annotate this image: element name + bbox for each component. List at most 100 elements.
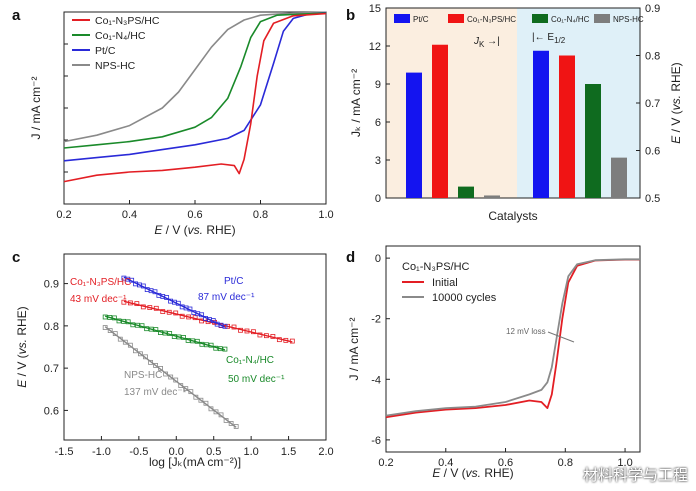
panel-c-slope-label: 43 mV dec⁻¹ bbox=[70, 294, 127, 305]
panel-a-legend-label: Co₁-N₄/HC bbox=[95, 30, 146, 42]
panel-d-xtick-label: 0.4 bbox=[438, 457, 453, 469]
panel-c-point bbox=[198, 397, 204, 403]
panel-b-legend-swatch bbox=[448, 14, 464, 23]
panel-b-legend-swatch bbox=[594, 14, 610, 23]
panel-b-legend-label: NPS-HC bbox=[613, 15, 644, 24]
panel-d-letter: d bbox=[346, 249, 355, 266]
panel-c-point bbox=[138, 351, 143, 357]
panel-a-series-2 bbox=[63, 11, 327, 162]
panel-a-legend-label: Co₁-N₃PS/HC bbox=[95, 15, 160, 27]
panel-c-point bbox=[107, 328, 113, 333]
panel-b-legend-label: Pt/C bbox=[413, 15, 429, 24]
panel-c-fit-line bbox=[123, 276, 226, 328]
panel-b-ylabel-right: E / V (vs. RHE) bbox=[669, 62, 683, 143]
panel-c-series-label: Co₁-N₄/HC bbox=[226, 355, 274, 366]
panel-d-legend-label: Initial bbox=[432, 277, 458, 289]
panel-c-slope-label: 87 mV dec⁻¹ bbox=[198, 292, 255, 303]
panel-c-point bbox=[153, 363, 158, 368]
panel-c-letter: c bbox=[12, 249, 20, 266]
panel-b-e12-bar bbox=[611, 157, 627, 198]
panel-a-legend-label: NPS-HC bbox=[95, 60, 136, 72]
panel-a-xtick-label: 0.4 bbox=[122, 209, 137, 221]
panel-b-ytick-left-label: 9 bbox=[375, 79, 381, 91]
panel-b-jk-marker: JK →| bbox=[473, 36, 500, 49]
panel-b-ytick-left-label: 12 bbox=[369, 41, 381, 53]
panel-c-point bbox=[183, 386, 189, 392]
panel-c-ylabel: E / V (vs. RHE) bbox=[15, 306, 29, 387]
panel-d-title: Co₁-N₃PS/HC bbox=[402, 261, 470, 273]
panel-d-frame bbox=[385, 245, 641, 453]
panel-b-jk-bar bbox=[432, 44, 448, 198]
panel-c-ytick-label: 0.6 bbox=[44, 405, 59, 417]
panel-d-series-initial bbox=[385, 258, 640, 419]
panel-a-series-0 bbox=[63, 12, 327, 183]
panel-d-xlabel: E / V (vs. RHE) bbox=[432, 466, 513, 480]
panel-c-point bbox=[168, 374, 174, 380]
panel-a-xtick-label: 0.6 bbox=[187, 209, 202, 221]
panel-c-point bbox=[122, 339, 128, 345]
panel-c-series-label: Co₁-N₃PS/HC bbox=[70, 277, 131, 288]
panel-d-ytick-label: -4 bbox=[371, 374, 381, 386]
panel-b-ytick-right-label: 0.6 bbox=[645, 146, 660, 158]
panel-b-letter: b bbox=[346, 7, 355, 24]
panel-c-series-label: NPS-HC bbox=[124, 370, 162, 381]
panel-a-letter: a bbox=[12, 7, 21, 24]
panel-c-xtick-label: 1.0 bbox=[243, 446, 258, 458]
panel-b-ytick-right-label: 0.7 bbox=[645, 98, 660, 110]
panel-c-fit-line bbox=[104, 326, 237, 428]
panel-d-series-cycled bbox=[385, 258, 640, 417]
panel-b-legend-label: Co₁-N₃PS/HC bbox=[467, 15, 516, 24]
panel-a-xtick-label: 1.0 bbox=[318, 209, 333, 221]
panel-d-annotation-line bbox=[547, 331, 575, 343]
panel-a-xtick-label: 0.8 bbox=[253, 209, 268, 221]
panel-b-legend-swatch bbox=[394, 14, 410, 23]
panel-d-xtick-label: 0.2 bbox=[378, 457, 393, 469]
panel-b-ytick-right-label: 0.9 bbox=[645, 3, 660, 15]
panel-b-legend-swatch bbox=[532, 14, 548, 23]
panel-d-xtick-label: 0.6 bbox=[498, 457, 513, 469]
panel-b-ytick-right-label: 0.8 bbox=[645, 51, 660, 63]
panel-c-slope-label: 50 mV dec⁻¹ bbox=[228, 374, 285, 385]
panel-c-ytick-label: 0.7 bbox=[44, 363, 59, 375]
panel-c-xtick-label: -1.0 bbox=[92, 446, 111, 458]
panel-d-annotation: 12 mV loss bbox=[506, 327, 546, 336]
panel-b-jk-bar bbox=[458, 186, 474, 198]
panel-a-ylabel: J / mA cm⁻² bbox=[29, 76, 43, 139]
panel-d-xtick-label: 1.0 bbox=[617, 457, 632, 469]
panel-c-xtick-label: 1.5 bbox=[281, 446, 296, 458]
panel-b-ytick-left-label: 15 bbox=[369, 3, 381, 15]
panel-c-xtick-label: -0.5 bbox=[129, 446, 148, 458]
panel-b-xlabel: Catalysts bbox=[488, 209, 537, 223]
panel-c-xtick-label: 2.0 bbox=[318, 446, 333, 458]
panel-c-point bbox=[213, 409, 219, 415]
panel-c-fit-line bbox=[104, 315, 226, 351]
panel-b-jk-bar bbox=[406, 72, 422, 198]
panel-b-e12-bar bbox=[585, 84, 601, 198]
panel-c-frame bbox=[63, 253, 327, 441]
panel-d-xtick-label: 0.8 bbox=[558, 457, 573, 469]
panel-d-legend-label: 10000 cycles bbox=[432, 292, 497, 304]
panel-c-point bbox=[228, 421, 234, 426]
panel-d-ytick-label: -6 bbox=[371, 435, 381, 447]
panel-c-ytick-label: 0.9 bbox=[44, 279, 59, 291]
panel-b-ytick-left-label: 3 bbox=[375, 155, 381, 167]
panel-c-ytick-label: 0.8 bbox=[44, 321, 59, 333]
panel-c-xtick-label: 0.5 bbox=[206, 446, 221, 458]
panel-c-series-label: Pt/C bbox=[224, 276, 243, 287]
panel-b-ylabel-left: Jₖ / mA cm⁻² bbox=[349, 69, 363, 137]
panel-d-ytick-label: -2 bbox=[371, 314, 381, 326]
panel-b-jk-bar bbox=[484, 195, 500, 198]
panel-a-legend-label: Pt/C bbox=[95, 45, 116, 57]
panel-a-xtick-label: 0.2 bbox=[56, 209, 71, 221]
panel-b-e12-bar bbox=[533, 50, 549, 198]
panel-d-ytick-label: 0 bbox=[375, 253, 381, 265]
panel-a-series-1 bbox=[63, 12, 327, 149]
watermark: 材料科学与工程 bbox=[582, 466, 688, 484]
panel-d-ylabel: J / mA cm⁻² bbox=[347, 317, 361, 380]
panel-b-e12-bar bbox=[559, 55, 575, 198]
panel-a-xlabel: E / V (vs. RHE) bbox=[154, 223, 235, 237]
panel-c-xlabel: log [Jₖ(mA cm⁻²)] bbox=[149, 455, 241, 469]
panel-b-ytick-right-label: 0.5 bbox=[645, 193, 660, 205]
panel-c-xtick-label: -1.5 bbox=[55, 446, 74, 458]
